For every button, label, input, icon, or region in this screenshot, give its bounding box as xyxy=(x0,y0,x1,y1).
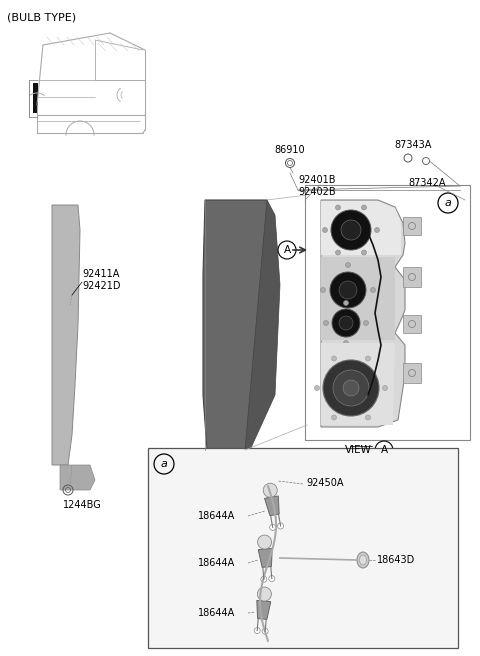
Circle shape xyxy=(343,380,359,396)
Polygon shape xyxy=(203,200,273,450)
Circle shape xyxy=(254,628,260,634)
Text: 86910: 86910 xyxy=(275,145,305,155)
Circle shape xyxy=(383,386,387,390)
Circle shape xyxy=(323,228,327,232)
Bar xyxy=(403,217,421,235)
Ellipse shape xyxy=(357,552,369,568)
Circle shape xyxy=(344,300,348,306)
Circle shape xyxy=(346,262,350,268)
Text: A: A xyxy=(283,245,290,255)
Polygon shape xyxy=(245,200,280,450)
Circle shape xyxy=(365,415,371,420)
Text: VIEW: VIEW xyxy=(345,445,372,455)
Circle shape xyxy=(361,205,367,210)
Bar xyxy=(403,267,421,287)
Text: A: A xyxy=(381,445,387,455)
Circle shape xyxy=(261,576,267,583)
Bar xyxy=(148,448,458,648)
Circle shape xyxy=(363,321,369,325)
Text: 18644A: 18644A xyxy=(198,608,235,618)
Circle shape xyxy=(344,340,348,346)
Circle shape xyxy=(332,356,336,361)
Polygon shape xyxy=(321,201,401,255)
Text: 92411A
92421D: 92411A 92421D xyxy=(82,269,120,291)
Circle shape xyxy=(332,415,336,420)
Circle shape xyxy=(323,360,379,416)
Text: 87342A: 87342A xyxy=(408,178,445,188)
Circle shape xyxy=(374,228,380,232)
Text: 18643D: 18643D xyxy=(377,555,415,565)
Text: 87343A: 87343A xyxy=(394,140,432,150)
Polygon shape xyxy=(264,496,279,516)
Polygon shape xyxy=(207,450,250,463)
Circle shape xyxy=(262,628,268,634)
Circle shape xyxy=(257,587,271,601)
Polygon shape xyxy=(321,343,395,425)
Text: a: a xyxy=(161,459,168,469)
Circle shape xyxy=(263,483,277,497)
Text: 1244BG: 1244BG xyxy=(63,500,102,510)
Polygon shape xyxy=(60,465,95,490)
Text: 18644A: 18644A xyxy=(198,558,235,568)
Circle shape xyxy=(361,250,367,255)
Polygon shape xyxy=(321,257,395,340)
Circle shape xyxy=(339,281,357,299)
Circle shape xyxy=(371,287,375,293)
Polygon shape xyxy=(257,600,271,619)
Bar xyxy=(403,363,421,383)
Bar xyxy=(305,185,470,440)
Circle shape xyxy=(324,321,328,325)
Text: 92401B
92402B: 92401B 92402B xyxy=(298,175,336,197)
Circle shape xyxy=(336,250,340,255)
Text: 92450A: 92450A xyxy=(306,478,344,488)
Circle shape xyxy=(270,524,276,530)
Circle shape xyxy=(321,287,325,293)
Text: 18644A: 18644A xyxy=(198,511,235,521)
Polygon shape xyxy=(52,205,80,465)
Bar xyxy=(33,83,38,113)
Polygon shape xyxy=(321,200,405,427)
Polygon shape xyxy=(258,548,272,567)
Circle shape xyxy=(269,575,275,582)
Circle shape xyxy=(339,316,353,330)
Circle shape xyxy=(332,309,360,337)
Circle shape xyxy=(336,205,340,210)
Circle shape xyxy=(333,370,369,406)
Circle shape xyxy=(258,535,272,549)
Circle shape xyxy=(341,220,361,240)
Circle shape xyxy=(346,312,350,318)
Circle shape xyxy=(331,210,371,250)
Circle shape xyxy=(277,523,284,529)
Text: (BULB TYPE): (BULB TYPE) xyxy=(7,12,76,22)
Circle shape xyxy=(330,272,366,308)
Circle shape xyxy=(365,356,371,361)
Circle shape xyxy=(314,386,320,390)
Bar xyxy=(403,315,421,333)
Ellipse shape xyxy=(360,555,367,565)
Text: a: a xyxy=(444,198,451,208)
